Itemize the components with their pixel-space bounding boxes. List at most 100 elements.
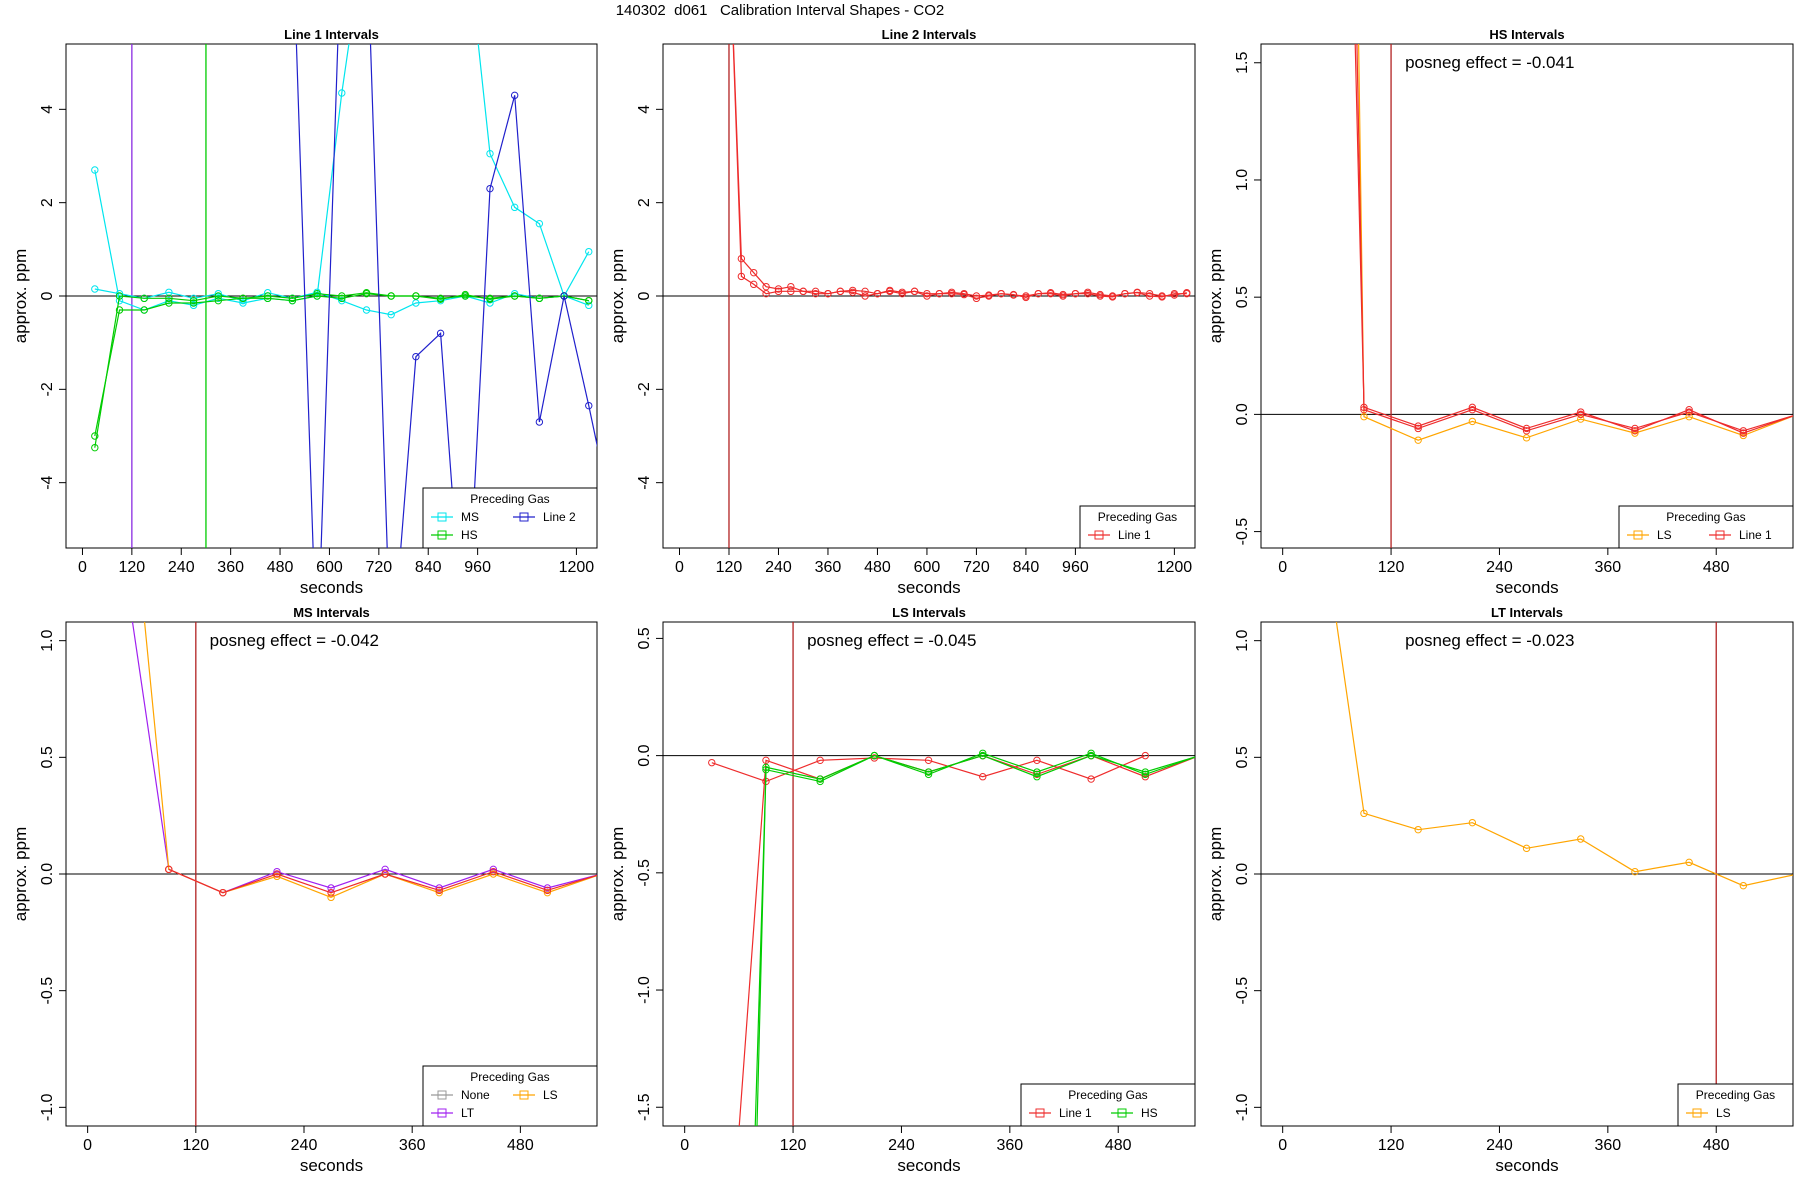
data-point	[1009, 290, 1018, 299]
legend-swatch-marker	[437, 530, 447, 540]
data-point	[1196, 752, 1202, 758]
data-point	[1577, 415, 1585, 423]
data-point	[585, 296, 593, 305]
data-point	[1522, 844, 1531, 853]
data-point	[861, 287, 869, 296]
data-point	[140, 294, 148, 303]
y-axis-label: approx. ppm	[1206, 249, 1225, 344]
data-point	[598, 871, 604, 877]
x-tick-label: 120	[1378, 559, 1405, 576]
legend-box	[1618, 505, 1794, 549]
data-point	[489, 865, 498, 874]
data-point	[1087, 749, 1095, 757]
data-point	[239, 299, 247, 307]
data-point	[510, 292, 519, 300]
data-point	[91, 443, 99, 452]
plot-area	[663, 44, 1195, 548]
data-point	[165, 299, 173, 307]
data-point	[486, 295, 494, 303]
data-point	[435, 884, 443, 892]
panel-title: Line 2 Intervals	[882, 27, 977, 42]
data-point	[737, 272, 746, 281]
y-tick-label: 0.0	[636, 744, 653, 766]
x-axis-label: seconds	[300, 578, 363, 597]
data-point	[461, 290, 469, 299]
y-tick-label: 0.5	[1234, 286, 1251, 308]
data-point	[1794, 411, 1800, 417]
y-axis-label: approx. ppm	[11, 249, 30, 344]
x-tick-label: 1200	[1157, 559, 1193, 576]
data-point	[165, 294, 173, 303]
chart-panel-4: MS Intervals 0 120 240 360 480 -1.0 -0.5 0.0 0.5 1…	[11, 605, 604, 1175]
data-point	[585, 247, 593, 256]
panel-title: LS Intervals	[892, 605, 966, 620]
data-point	[1141, 768, 1150, 776]
x-tick-label: 120	[780, 1137, 807, 1154]
x-axis-label: seconds	[1495, 1156, 1558, 1175]
data-point	[598, 871, 604, 877]
data-point	[189, 299, 198, 307]
legend-title: Preceding Gas	[1666, 510, 1745, 524]
data-point	[1468, 403, 1477, 412]
data-point	[762, 765, 770, 774]
data-point	[972, 294, 981, 303]
x-tick-label: 120	[1378, 1137, 1405, 1154]
data-point	[762, 282, 770, 291]
series-line	[711, 755, 1146, 783]
series-line	[168, 868, 597, 894]
panel-title: Line 1 Intervals	[284, 27, 379, 42]
data-point	[1685, 408, 1693, 416]
series-line	[1358, 44, 1793, 441]
x-tick-label: 480	[267, 559, 294, 576]
legend-item-label: None	[461, 1088, 490, 1102]
data-point	[1577, 408, 1585, 416]
data-point	[412, 299, 420, 307]
data-point	[1087, 751, 1095, 760]
x-tick-label: 360	[815, 559, 842, 576]
data-point	[811, 289, 820, 298]
data-point	[1360, 413, 1368, 421]
data-point	[816, 775, 824, 783]
data-point	[338, 292, 346, 300]
data-point	[1145, 292, 1154, 300]
data-point	[263, 292, 272, 300]
x-tick-label: 120	[716, 559, 743, 576]
data-point	[387, 292, 395, 300]
data-point	[1071, 289, 1080, 298]
legend-swatch-marker	[437, 512, 447, 522]
data-point	[543, 884, 552, 892]
data-point	[214, 292, 223, 300]
series-line	[1335, 622, 1793, 887]
chart-panel-6: LT Intervals 0 120 240 360 480 -1.0 -0.5 0.0 0.5 1…	[1206, 605, 1794, 1175]
data-point	[214, 294, 223, 303]
x-tick-label: 120	[182, 1137, 209, 1154]
data-point	[535, 418, 544, 426]
data-point	[816, 777, 824, 786]
data-point	[1360, 809, 1368, 818]
y-tick-label: -1.0	[39, 1093, 56, 1121]
x-tick-label: 0	[680, 1137, 689, 1154]
x-axis-label: seconds	[897, 1156, 960, 1175]
data-point	[708, 758, 716, 767]
legend-swatch-marker	[437, 1108, 447, 1118]
data-point	[923, 289, 931, 298]
data-point	[486, 149, 494, 158]
data-point	[239, 294, 247, 303]
data-point	[560, 292, 568, 300]
legend-item-label: HS	[1141, 1106, 1158, 1120]
data-point	[1108, 293, 1117, 301]
data-point	[165, 865, 173, 874]
y-tick-label: 2	[636, 198, 653, 207]
legend-swatch-marker	[519, 1090, 529, 1100]
data-point	[381, 865, 389, 874]
data-point	[327, 893, 335, 902]
legend-title: Preceding Gas	[1098, 510, 1177, 524]
data-point	[1360, 405, 1368, 414]
data-point	[960, 290, 968, 299]
data-point	[543, 888, 552, 897]
data-point	[910, 287, 919, 296]
data-point	[510, 289, 519, 298]
legend-item-label: LS	[543, 1088, 558, 1102]
x-tick-label: 840	[415, 559, 442, 576]
